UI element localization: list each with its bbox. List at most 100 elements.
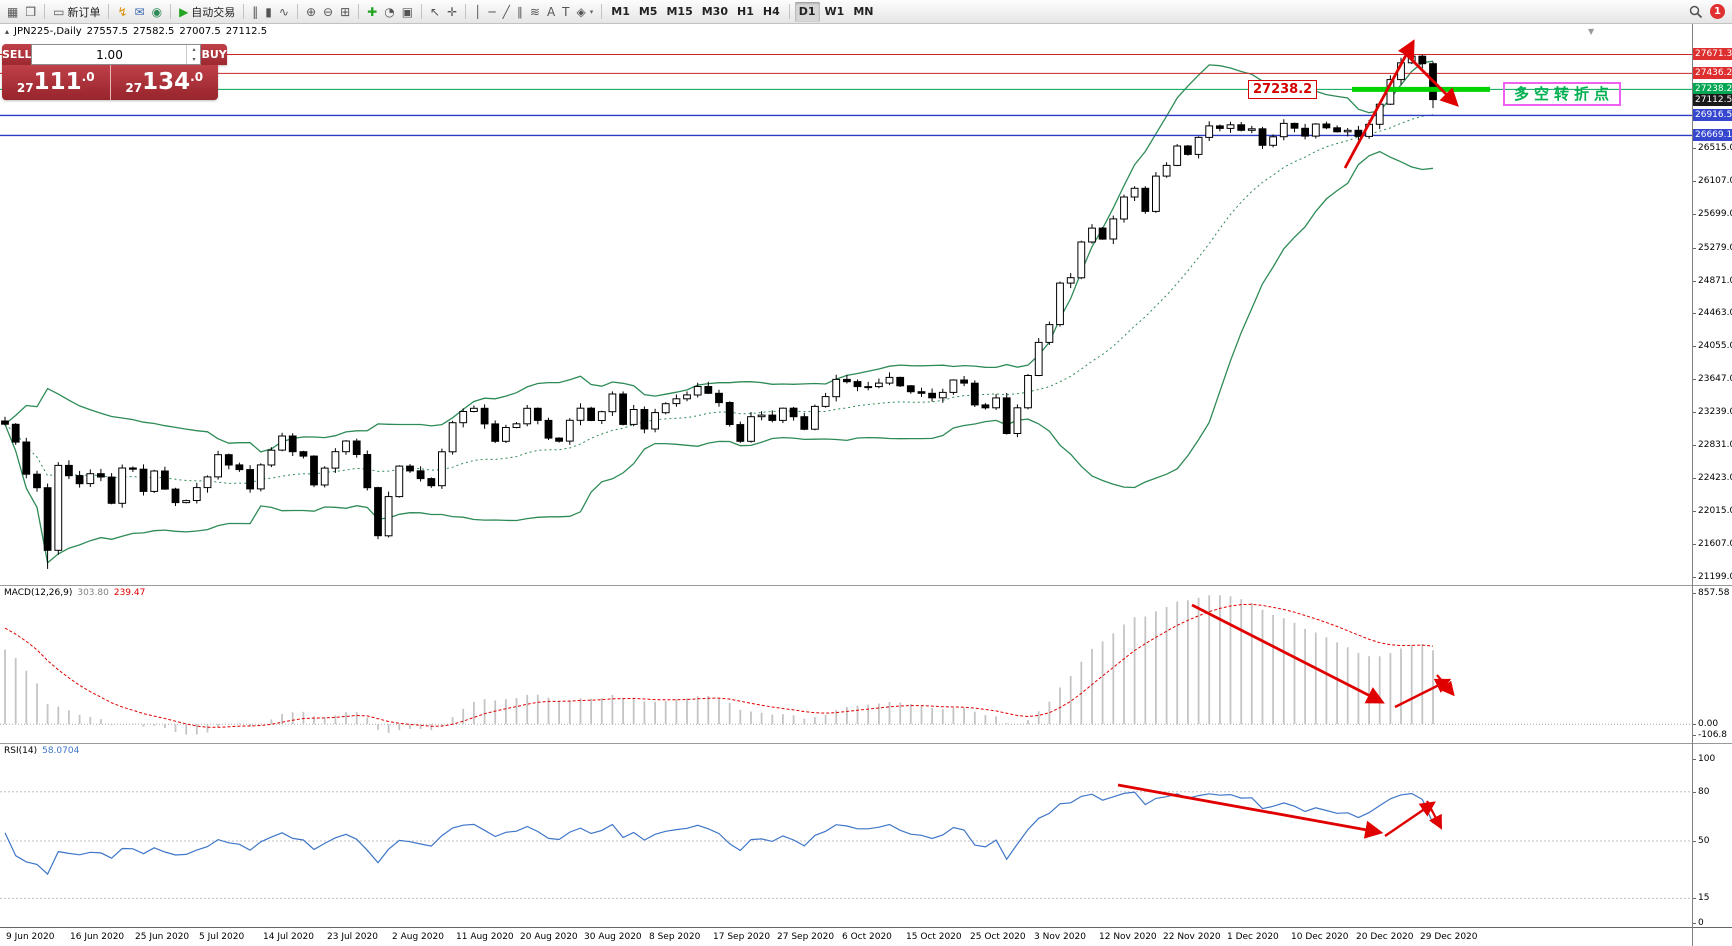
rsi-trend-arrow[interactable] xyxy=(1117,783,1384,839)
tf-m1[interactable]: M1 xyxy=(607,2,634,22)
macd-axis[interactable]: 857.58 0.00 -106.8 xyxy=(1691,586,1732,743)
chart-candles[interactable]: ▮ xyxy=(262,2,275,22)
lot-increase-button[interactable]: ▴ xyxy=(192,46,196,54)
tf-h1-label: H1 xyxy=(737,5,754,18)
date-label: 23 Jul 2020 xyxy=(327,932,378,942)
tf-w1[interactable]: W1 xyxy=(821,2,849,22)
macd-canvas[interactable] xyxy=(0,586,1732,744)
toolbar-separator xyxy=(465,4,467,19)
toolbar-separator xyxy=(601,4,603,19)
rsi-trend-arrow[interactable] xyxy=(1426,800,1442,830)
tf-h4[interactable]: H4 xyxy=(759,2,784,22)
macd-main-value: 303.80 xyxy=(77,588,109,598)
tile-windows[interactable]: ⊞ xyxy=(337,2,353,22)
rsi-value: 58.0704 xyxy=(42,746,80,756)
macd-axis-value: -106.8 xyxy=(1691,730,1728,740)
shapes-tool[interactable]: ◈ ▾ xyxy=(574,2,597,22)
macd-trend-arrow[interactable] xyxy=(1436,674,1455,697)
sell-price[interactable]: 27 111.0 xyxy=(2,65,110,100)
rsi-pane[interactable]: RSI(14) 58.0704 100 80 50 15 0 xyxy=(0,743,1732,928)
periods-menu[interactable]: ◔ xyxy=(381,2,397,22)
autotrading[interactable]: ▶ 自动交易 xyxy=(176,2,238,22)
new-order-icon: ▭ xyxy=(53,4,65,19)
chart-line[interactable]: ∿ xyxy=(276,2,292,22)
notification-badge[interactable]: 1 xyxy=(1710,4,1725,19)
trend-arrow[interactable] xyxy=(1343,39,1415,169)
tf-w1-label: W1 xyxy=(824,5,845,18)
rsi-axis[interactable]: 100 80 50 15 0 xyxy=(1691,744,1732,928)
price-digits: .0 xyxy=(190,70,204,84)
tf-m30[interactable]: M30 xyxy=(698,2,732,22)
tf-m15[interactable]: M15 xyxy=(662,2,696,22)
macd-pane[interactable]: MACD(12,26,9) 303.80 239.47 857.58 0.00 -1… xyxy=(0,585,1732,743)
price-digits: 134 xyxy=(142,69,191,95)
rsi-trend-arrow[interactable] xyxy=(1384,801,1436,837)
date-label: 17 Sep 2020 xyxy=(713,932,771,942)
channel-tool-icon: ∥ xyxy=(516,4,523,19)
macd-histogram xyxy=(4,595,1434,735)
rsi-canvas[interactable] xyxy=(0,744,1732,928)
indicators-add[interactable]: ✚ xyxy=(364,2,380,22)
macd-axis-value: 0.00 xyxy=(1691,719,1719,729)
horizontal-line-tool[interactable]: ─ xyxy=(485,2,498,22)
tf-h1[interactable]: H1 xyxy=(733,2,758,22)
annotation-note[interactable]: 多空转折点 xyxy=(1503,82,1622,106)
macd-trend-arrow[interactable] xyxy=(1394,678,1452,709)
cursor-tool[interactable]: ↖ xyxy=(427,2,443,22)
market-watch[interactable]: ◉ xyxy=(149,2,165,22)
date-label: 29 Dec 2020 xyxy=(1420,932,1478,942)
date-label: 12 Nov 2020 xyxy=(1099,932,1157,942)
trend-arrow[interactable] xyxy=(1401,49,1459,107)
date-label: 3 Nov 2020 xyxy=(1034,932,1086,942)
new-chart[interactable]: ▦ xyxy=(4,2,21,22)
price-tick: 23647.0 xyxy=(1691,374,1732,384)
price-level-tag[interactable]: 27238.2 xyxy=(1248,80,1318,99)
price-tick: 25699.0 xyxy=(1691,209,1732,219)
alerts[interactable]: ↯ xyxy=(114,2,130,22)
macd-trend-arrow[interactable] xyxy=(1191,603,1385,704)
toolbar-separator xyxy=(170,4,172,19)
buy-button[interactable]: BUY xyxy=(201,44,227,65)
zoom-out[interactable]: ⊖ xyxy=(320,2,336,22)
tf-d1[interactable]: D1 xyxy=(794,1,820,22)
text-tool[interactable]: A xyxy=(544,2,558,22)
search-icon[interactable] xyxy=(1689,5,1703,19)
price-digits: .0 xyxy=(81,70,95,84)
vertical-line-tool[interactable]: │ xyxy=(471,2,484,22)
lot-decrease-button[interactable]: ▾ xyxy=(192,55,196,63)
lot-size-input[interactable] xyxy=(32,45,187,64)
zoom-in[interactable]: ⊕ xyxy=(303,2,319,22)
price-tick: 25279.0 xyxy=(1691,243,1732,253)
date-label: 22 Nov 2020 xyxy=(1163,932,1221,942)
macd-label-row: MACD(12,26,9) 303.80 239.47 xyxy=(4,588,145,598)
tf-h4-label: H4 xyxy=(762,5,780,18)
price-axis[interactable]: 26515.0 26107.0 25699.0 25279.0 24871.0 24463… xyxy=(1691,36,1732,585)
buy-price[interactable]: 27 134.0 xyxy=(110,65,218,100)
zoom-in-icon: ⊕ xyxy=(305,4,317,19)
alerts-icon: ↯ xyxy=(117,4,128,19)
time-axis[interactable]: 9 Jun 2020 16 Jun 2020 25 Jun 2020 5 Jul 20… xyxy=(0,927,1732,946)
mailbox[interactable]: ✉ xyxy=(132,2,148,22)
chart-bars[interactable]: ‖ xyxy=(249,2,261,22)
tf-m30-label: M30 xyxy=(701,5,728,18)
channel-tool[interactable]: ∥ xyxy=(514,2,526,22)
rsi-axis-value: 100 xyxy=(1691,754,1716,764)
tf-mn[interactable]: MN xyxy=(849,2,877,22)
tf-m5[interactable]: M5 xyxy=(635,2,662,22)
label-tool[interactable]: T xyxy=(559,2,572,22)
tf-d1-label: D1 xyxy=(798,5,816,18)
crosshair-tool[interactable]: ✛ xyxy=(444,2,460,22)
collapse-icon[interactable]: ▴ xyxy=(5,27,10,36)
trendline-tool[interactable]: ╱ xyxy=(500,2,513,22)
toolbar-separator xyxy=(243,4,245,19)
toolbar-separator xyxy=(108,4,110,19)
fibonacci-tool[interactable]: ≋ xyxy=(527,2,543,22)
rsi-axis-value: 15 xyxy=(1691,893,1710,903)
new-order[interactable]: ▭ 新订单 xyxy=(50,2,103,22)
main-chart-canvas[interactable] xyxy=(0,36,1732,585)
main-chart-pane[interactable]: 27238.2 多空转折点 26515.0 26107.0 25699.0 25279… xyxy=(0,36,1732,585)
templates-menu[interactable]: ▣ xyxy=(399,2,416,22)
rsi-axis-value: 50 xyxy=(1691,836,1710,846)
chart-profiles[interactable]: ❒ xyxy=(22,2,39,22)
sell-button[interactable]: SELL xyxy=(2,44,32,65)
